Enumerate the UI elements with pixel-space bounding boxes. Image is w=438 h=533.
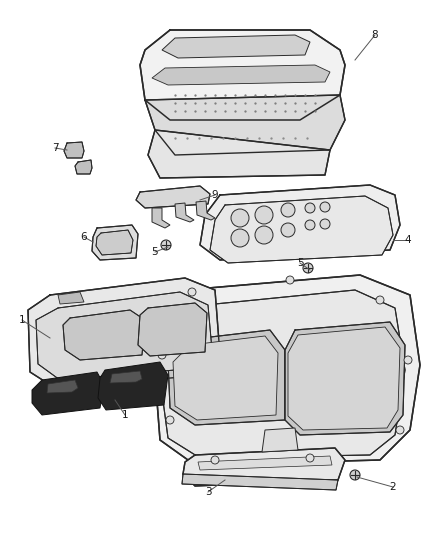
Polygon shape	[140, 30, 345, 120]
Polygon shape	[110, 371, 142, 383]
Polygon shape	[145, 95, 345, 155]
Text: 1: 1	[122, 410, 128, 420]
Text: 2: 2	[390, 482, 396, 492]
Polygon shape	[162, 35, 310, 58]
Circle shape	[255, 206, 273, 224]
Circle shape	[161, 240, 171, 250]
Text: 5: 5	[152, 247, 158, 257]
Polygon shape	[58, 292, 84, 304]
Polygon shape	[196, 201, 215, 220]
Text: 8: 8	[372, 30, 378, 40]
Circle shape	[306, 454, 314, 462]
Polygon shape	[183, 448, 345, 486]
Polygon shape	[63, 310, 145, 360]
Polygon shape	[152, 208, 170, 228]
Circle shape	[303, 263, 313, 273]
Circle shape	[231, 229, 249, 247]
Circle shape	[320, 202, 330, 212]
Circle shape	[396, 426, 404, 434]
Polygon shape	[210, 196, 393, 263]
Polygon shape	[36, 292, 212, 380]
Text: 7: 7	[52, 143, 58, 153]
Text: 3: 3	[205, 487, 211, 497]
Polygon shape	[28, 278, 220, 388]
Circle shape	[158, 351, 166, 359]
Polygon shape	[155, 275, 420, 465]
Polygon shape	[92, 225, 138, 260]
Polygon shape	[32, 372, 104, 415]
Circle shape	[188, 288, 196, 296]
Polygon shape	[175, 203, 194, 222]
Circle shape	[255, 226, 273, 244]
Text: 5: 5	[297, 258, 303, 268]
Polygon shape	[168, 330, 285, 425]
Polygon shape	[200, 185, 400, 260]
Polygon shape	[285, 322, 405, 435]
Text: 1: 1	[19, 315, 25, 325]
Polygon shape	[136, 186, 210, 208]
Polygon shape	[96, 230, 133, 255]
Circle shape	[281, 203, 295, 217]
Polygon shape	[98, 362, 168, 410]
Text: 4: 4	[405, 235, 411, 245]
Circle shape	[404, 356, 412, 364]
Polygon shape	[152, 65, 330, 85]
Circle shape	[281, 223, 295, 237]
Polygon shape	[288, 327, 400, 430]
Polygon shape	[173, 336, 278, 420]
Circle shape	[376, 296, 384, 304]
Circle shape	[305, 203, 315, 213]
Polygon shape	[138, 303, 207, 356]
Polygon shape	[198, 456, 332, 470]
Circle shape	[231, 209, 249, 227]
Circle shape	[211, 456, 219, 464]
Circle shape	[305, 220, 315, 230]
Circle shape	[350, 470, 360, 480]
Circle shape	[286, 276, 294, 284]
Polygon shape	[75, 160, 92, 174]
Polygon shape	[262, 428, 298, 452]
Polygon shape	[148, 130, 330, 178]
Polygon shape	[182, 474, 338, 490]
Polygon shape	[64, 142, 84, 158]
Circle shape	[320, 219, 330, 229]
Circle shape	[166, 416, 174, 424]
Text: 9: 9	[212, 190, 218, 200]
Text: 6: 6	[81, 232, 87, 242]
Polygon shape	[160, 290, 405, 458]
Polygon shape	[47, 380, 78, 393]
